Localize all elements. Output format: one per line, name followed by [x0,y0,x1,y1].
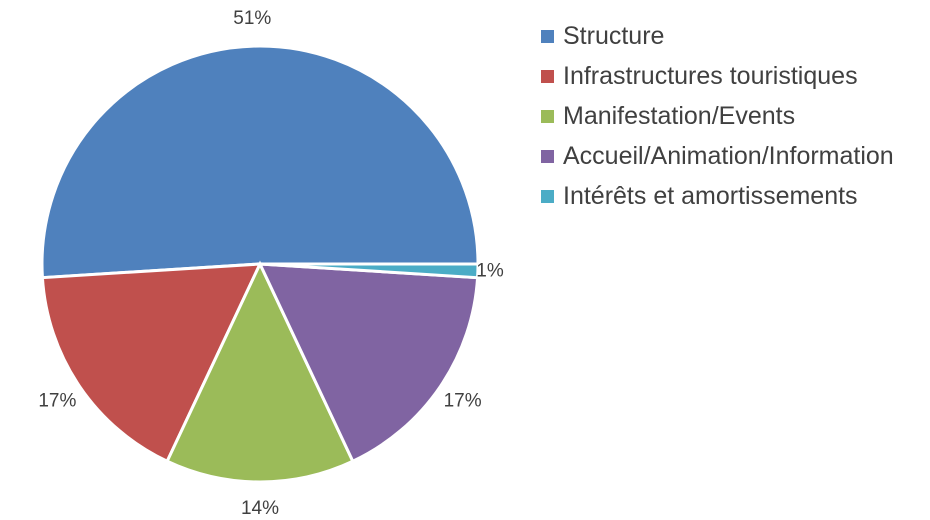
legend-swatch [541,150,554,163]
data-label: 14% [241,498,279,519]
legend-label: Infrastructures touristiques [563,62,858,90]
legend-swatch [541,30,554,43]
legend-label: Structure [563,22,665,50]
legend-label: Accueil/Animation/Information [563,142,894,170]
legend-label: Manifestation/Events [563,102,796,130]
data-label: 51% [233,8,271,29]
legend-item: Infrastructures touristiques [535,58,895,94]
legend-swatch [541,190,554,203]
pie-slice [257,262,480,464]
pie-slice [40,44,480,280]
legend-swatch [541,70,554,83]
pie-slice [259,262,480,280]
legend-item: Structure [535,18,895,54]
legend: Structure Infrastructures touristiques Man… [535,18,895,218]
legend-item: Intérêts et amortissements [535,178,895,214]
legend-item: Manifestation/Events [535,98,895,134]
legend-label: Intérêts et amortissements [563,182,858,210]
legend-swatch [541,110,554,123]
pie-slice [40,262,263,464]
data-label: 1% [476,261,504,282]
legend-item: Accueil/Animation/Information [535,138,895,174]
pie-slice [165,260,355,484]
data-label: 17% [444,391,482,412]
data-label: 17% [38,391,76,412]
